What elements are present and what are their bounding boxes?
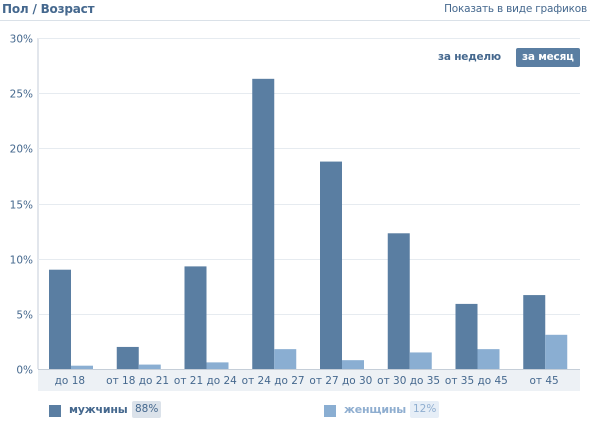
x-tick-label: от 24 до 27 <box>242 375 305 387</box>
legend-women-share: 12% <box>410 401 440 418</box>
y-tick-label: 30% <box>10 34 33 46</box>
bar-women[interactable] <box>274 349 297 369</box>
bar-men[interactable] <box>116 346 139 369</box>
plot-area <box>38 38 580 369</box>
x-tick-label: от 35 до 45 <box>445 375 508 387</box>
bar-men[interactable] <box>184 266 207 369</box>
bars <box>49 78 568 369</box>
x-tick-label: от 21 до 24 <box>174 375 237 387</box>
bar-women[interactable] <box>545 334 568 369</box>
legend-men-swatch <box>49 405 61 417</box>
legend-men-label: мужчины <box>69 403 128 416</box>
y-tick-label: 10% <box>10 255 33 267</box>
legend-women-label: женщины <box>344 403 407 416</box>
bar-women[interactable] <box>206 362 229 369</box>
period-month-tab[interactable]: за месяц <box>516 48 580 67</box>
y-tick-label: 20% <box>10 144 33 156</box>
y-tick-label: 25% <box>10 89 33 101</box>
legend-women-swatch <box>324 405 336 417</box>
bar-women[interactable] <box>409 352 432 369</box>
period-week-tab[interactable]: за неделю <box>438 51 501 63</box>
x-tick-label: до 18 <box>55 375 85 387</box>
section-title: Пол / Возраст <box>2 2 95 16</box>
bar-women[interactable] <box>71 365 93 369</box>
x-axis-band <box>38 369 580 391</box>
x-tick-label: от 18 до 21 <box>106 375 169 387</box>
bar-men[interactable] <box>252 78 275 369</box>
y-tick-label: 0% <box>16 365 33 377</box>
x-tick-label: от 30 до 35 <box>377 375 440 387</box>
legend-men-share: 88% <box>132 401 162 418</box>
y-tick-label: 15% <box>10 200 33 212</box>
x-axis: до 18 от 18 до 21 от 21 до 24 от 24 до 27 от… <box>55 375 559 387</box>
bar-chart: 0% 5% 10% 15% 20% 25% 30% до 18 от 18 до 21 от 2… <box>10 34 580 391</box>
grid-lines <box>37 38 580 391</box>
bar-men[interactable] <box>523 295 546 369</box>
bar-men[interactable] <box>455 303 478 369</box>
bar-women[interactable] <box>138 364 161 369</box>
y-tick-label: 5% <box>16 310 33 322</box>
bar-women[interactable] <box>477 349 500 369</box>
bar-men[interactable] <box>49 269 71 369</box>
y-axis: 0% 5% 10% 15% 20% 25% 30% <box>10 34 33 377</box>
bar-men[interactable] <box>320 161 342 369</box>
section-header: Пол / Возраст Показать в виде графиков <box>0 0 590 21</box>
bar-men[interactable] <box>387 233 410 369</box>
bar-women[interactable] <box>342 360 364 369</box>
x-tick-label: от 45 <box>530 375 559 387</box>
show-as-graphs-link[interactable]: Показать в виде графиков <box>444 3 587 15</box>
x-tick-label: от 27 до 30 <box>309 375 372 387</box>
